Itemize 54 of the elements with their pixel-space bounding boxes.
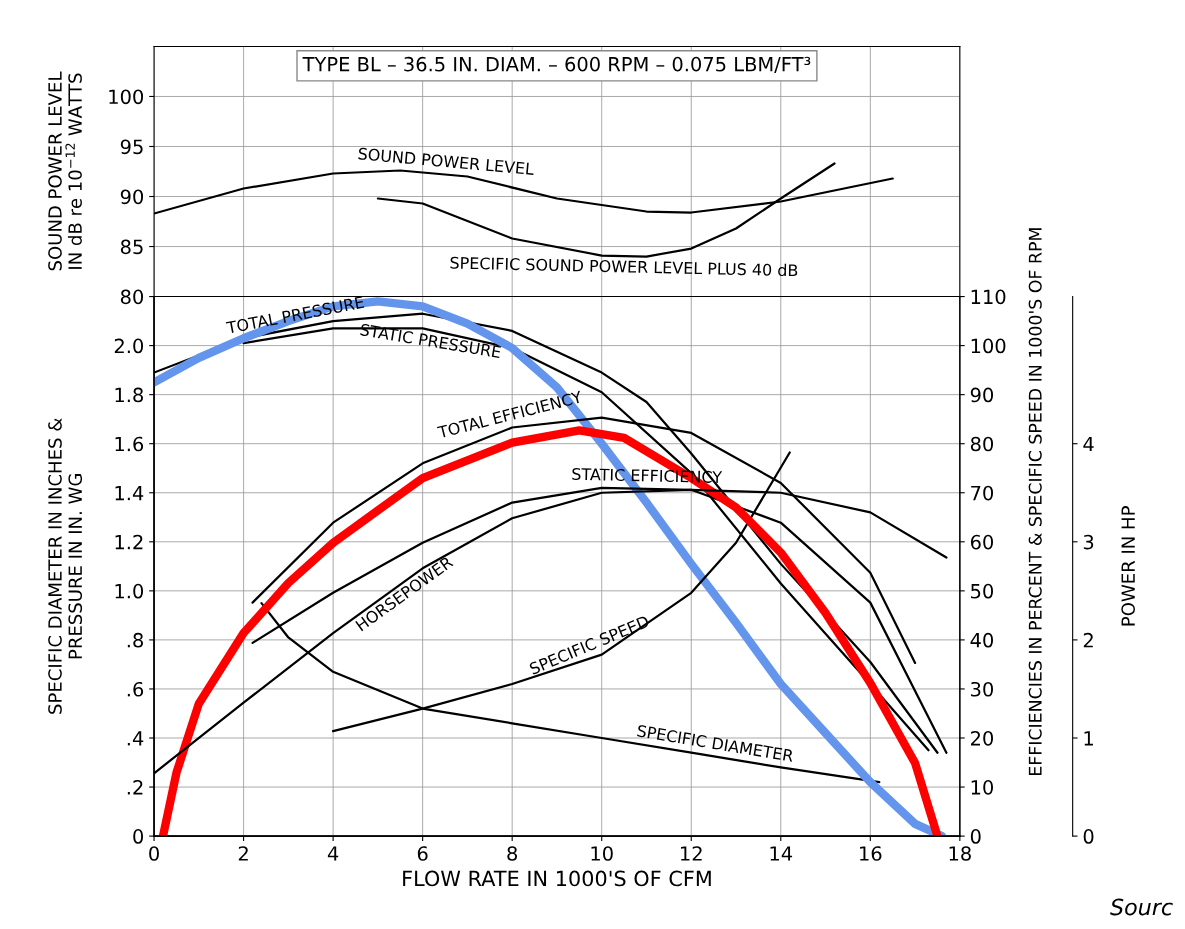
x-axis-title: FLOW RATE IN 1000'S OF CFM — [403, 870, 711, 887]
x-tick-label: 12 — [681, 846, 702, 861]
y2-tick-label: 60 — [970, 534, 994, 550]
y-tick-label: 1.0 — [115, 583, 144, 599]
x-tick-label: 18 — [949, 846, 971, 861]
x-tick-label: 2 — [238, 846, 248, 861]
y-tick-label: 2.0 — [114, 338, 144, 354]
y2-tick-label: 0 — [970, 829, 981, 844]
y-tick-label: 90 — [120, 189, 144, 205]
y-tick-label: 100 — [109, 89, 144, 105]
x-tick-label: 14 — [770, 846, 793, 861]
y-tick-label: 1.6 — [115, 436, 144, 452]
text: SPECIFIC DIAMETER — [636, 724, 794, 762]
y3-tick-label: 1 — [1084, 731, 1093, 746]
y3-tick-label: 4 — [1083, 436, 1094, 452]
y2-tick-label: 100 — [971, 338, 1006, 354]
y-axis-title: SPECIFIC DIAMETER IN INCHES & PRESSURE IN IN. WG — [48, 418, 83, 714]
y3-axis-title: POWER IN HP — [1121, 506, 1135, 626]
y2-tick-label: 110 — [971, 289, 1006, 305]
y2-tick-label: 50 — [971, 583, 994, 599]
x-tick-label: 10 — [591, 846, 613, 861]
y2-tick-label: 80 — [970, 436, 994, 452]
y2-axis-title: EFFICIENCIES IN PERCENT & SPECIFIC SPEED IN 1000'S OF RPM — [1028, 228, 1042, 775]
y-tick-label: 85 — [120, 239, 143, 255]
y-tick-label: 1.8 — [115, 387, 143, 403]
y2-tick-label: 30 — [971, 681, 994, 697]
y2-tick-label: 10 — [971, 780, 994, 795]
x-tick-label: 0 — [149, 846, 159, 861]
y-tick-label: .2 — [127, 780, 143, 795]
x-tick-label: 4 — [327, 846, 339, 861]
x-tick-label: 8 — [507, 846, 518, 861]
y-tick-label: 0 — [133, 829, 144, 844]
x-tick-label: 6 — [417, 846, 428, 861]
y-tick-label: 95 — [120, 139, 143, 155]
y-tick-label: 1.2 — [115, 534, 143, 550]
y3-tick-label: 0 — [1083, 829, 1094, 844]
y-tick-label: .8 — [127, 632, 143, 648]
text: STATIC PRESSURE — [360, 323, 502, 359]
y3-tick-label: 3 — [1083, 534, 1094, 550]
x-tick-label: 16 — [860, 846, 882, 861]
series-label: SPECIFIC SOUND POWER LEVEL PLUS 40 dB — [450, 256, 798, 277]
y-tick-label: 80 — [120, 289, 144, 305]
y-tick-label: .4 — [127, 731, 144, 746]
text: Sourc — [1110, 898, 1173, 916]
y3-tick-label: 2 — [1083, 632, 1093, 648]
chart-title: TYPE BL – 36.5 IN. DIAM. – 600 RPM – 0.075 LBM/FT³ — [302, 56, 811, 74]
y2-tick-label: 20 — [971, 730, 994, 746]
y2-tick-label: 40 — [970, 632, 994, 648]
text: SOUND POWER LEVEL — [358, 147, 535, 176]
y2-tick-label: 90 — [970, 387, 994, 403]
y-tick-label: 1.4 — [115, 485, 144, 501]
y-tick-label: .6 — [127, 681, 144, 697]
y2-tick-label: 70 — [971, 485, 994, 501]
y-axis-title: SOUND POWER LEVEL IN dB re 10$^{−12}$ WATTS — [48, 71, 82, 271]
